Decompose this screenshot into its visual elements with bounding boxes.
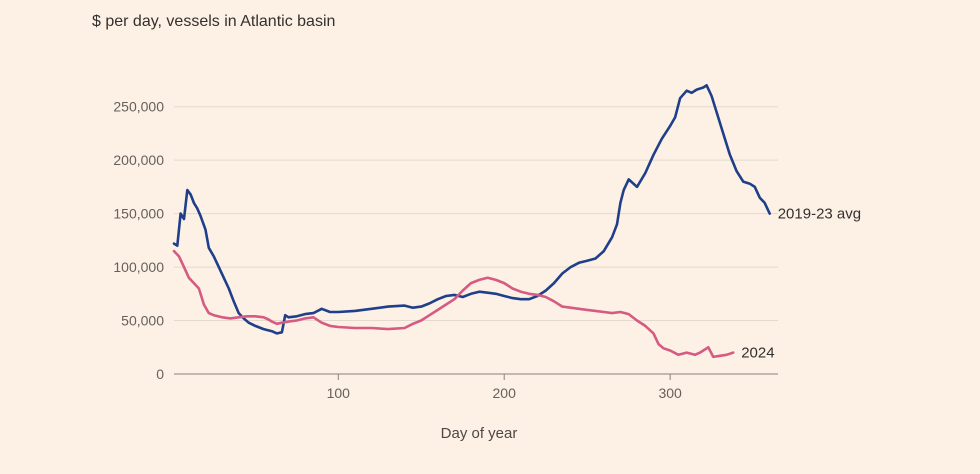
y-tick-label: 150,000 — [113, 206, 164, 222]
series-label-2019-23-avg: 2019-23 avg — [778, 206, 861, 223]
x-tick-label: 100 — [327, 385, 351, 401]
series-label-2024: 2024 — [741, 345, 774, 362]
series-line-2024 — [172, 249, 735, 359]
series-lines — [172, 84, 771, 359]
x-tick-label: 300 — [658, 385, 682, 401]
x-axis-label: Day of year — [441, 425, 518, 442]
y-tick-label: 0 — [156, 366, 164, 382]
y-tick-label: 100,000 — [113, 259, 164, 275]
series-labels: 2019-23 avg 2024 — [741, 206, 861, 362]
y-tick-label: 50,000 — [121, 313, 164, 329]
gridlines — [174, 106, 778, 322]
chart-subtitle: $ per day, vessels in Atlantic basin — [92, 13, 335, 30]
series-line-2019-23-avg — [172, 84, 771, 335]
x-axis-ticks: 100 200 300 — [327, 374, 682, 401]
x-tick-label: 200 — [493, 385, 517, 401]
y-axis-ticks: 0 50,000 100,000 150,000 200,000 250,000 — [113, 99, 164, 382]
y-tick-label: 250,000 — [113, 99, 164, 115]
y-tick-label: 200,000 — [113, 152, 164, 168]
